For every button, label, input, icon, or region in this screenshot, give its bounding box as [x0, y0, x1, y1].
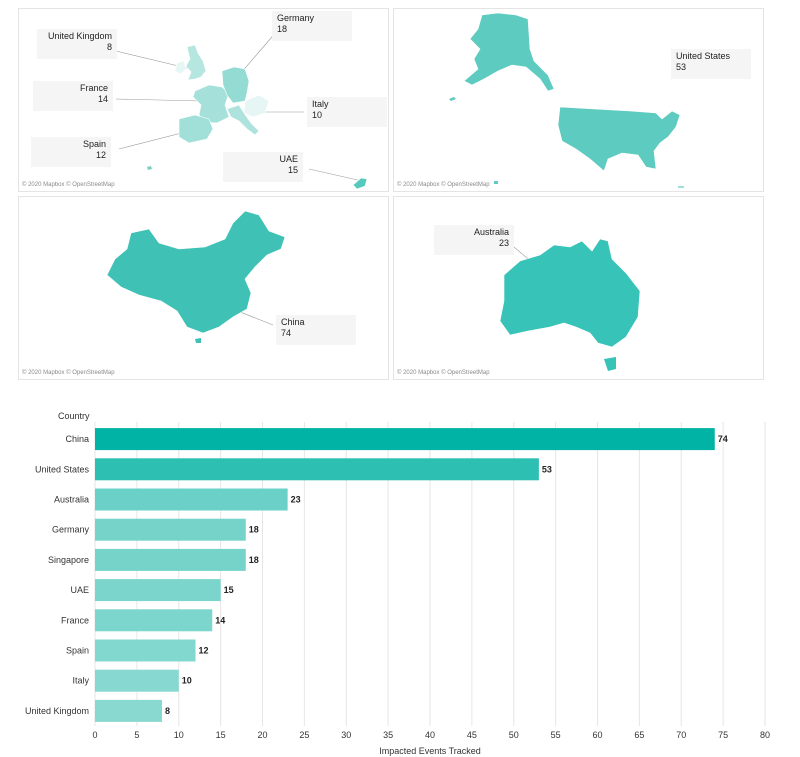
bar[interactable]: [95, 579, 221, 602]
bar[interactable]: [95, 548, 246, 571]
category-label: France: [61, 615, 89, 625]
bar-value-label: 74: [718, 434, 728, 444]
country-shape-uae[interactable]: [352, 177, 368, 190]
country-shape-aleutians: [449, 97, 456, 101]
bar-value-label: 10: [182, 676, 192, 686]
x-axis-title: Impacted Events Tracked: [379, 746, 481, 756]
bar-layer: [95, 428, 715, 722]
y-axis-title: Country: [58, 411, 90, 421]
country-shape-small-islands: [147, 166, 152, 170]
category-label: Spain: [66, 646, 89, 656]
map-credit: © 2020 Mapbox © OpenStreetMap: [397, 370, 490, 376]
x-tick-label: 55: [551, 730, 561, 740]
x-tick-label: 45: [467, 730, 477, 740]
callout-uk: United Kingdom 8: [37, 29, 117, 59]
bar-value-label: 53: [542, 464, 552, 474]
callout-france: France 14: [33, 81, 113, 111]
x-tick-label: 35: [383, 730, 393, 740]
bar-value-label: 8: [165, 706, 170, 716]
category-label: United Kingdom: [25, 706, 89, 716]
country-shape-contiguous-us[interactable]: [557, 106, 681, 172]
bar-value-label: 18: [249, 555, 259, 565]
country-shape-ireland: [174, 60, 187, 75]
us-map: [449, 12, 684, 188]
x-tick-label: 25: [299, 730, 309, 740]
category-label: China: [65, 434, 89, 444]
bar[interactable]: [95, 488, 288, 511]
bar[interactable]: [95, 458, 539, 481]
x-tick-label: 65: [634, 730, 644, 740]
callout-italy: Italy 10: [307, 97, 387, 127]
country-shape-australia[interactable]: [499, 238, 641, 348]
bar-value-label: 23: [291, 495, 301, 505]
europe-map: [115, 30, 368, 190]
map-panel-us[interactable]: United States 53 © 2020 Mapbox © OpenStr…: [393, 8, 764, 192]
callout-spain: Spain 12: [31, 137, 111, 167]
category-label: United States: [35, 464, 90, 474]
x-tick-label: 50: [509, 730, 519, 740]
category-label: Italy: [72, 676, 89, 686]
bar[interactable]: [95, 609, 213, 632]
leader-line-france: [115, 98, 202, 102]
bar[interactable]: [95, 639, 196, 662]
x-tick-label: 10: [174, 730, 184, 740]
map-credit: © 2020 Mapbox © OpenStreetMap: [22, 182, 115, 188]
country-shape-alaska[interactable]: [463, 12, 555, 92]
country-shape-hawaii: [494, 181, 498, 184]
map-panel-australia[interactable]: Australia 23 © 2020 Mapbox © OpenStreetM…: [393, 196, 764, 380]
country-shape-china[interactable]: [106, 210, 286, 334]
country-shape-spain[interactable]: [178, 114, 214, 144]
bar-value-label: 18: [249, 525, 259, 535]
x-tick-label: 0: [92, 730, 97, 740]
callout-united-states: United States 53: [671, 49, 751, 79]
bar-value-label: 15: [224, 585, 234, 595]
callout-uae: UAE 15: [223, 152, 303, 182]
callout-germany: Germany 18: [272, 11, 352, 41]
bar-value-label: 14: [215, 615, 225, 625]
map-panel-china[interactable]: China 74 © 2020 Mapbox © OpenStreetMap: [18, 196, 389, 380]
bar-value-label: 12: [199, 646, 209, 656]
country-shape-hainan: [195, 338, 201, 343]
x-tick-label: 15: [216, 730, 226, 740]
category-label: UAE: [70, 585, 89, 595]
x-tick-label: 70: [676, 730, 686, 740]
bar[interactable]: [95, 699, 162, 722]
x-tick-label: 5: [134, 730, 139, 740]
country-shape-tasmania: [604, 357, 616, 371]
label-layer: 0 5 10 15 20 25 30 35 40 45 50 55 60 65 70 75 80 China 74 U…: [25, 434, 770, 740]
bar[interactable]: [95, 428, 715, 451]
callout-china: China 74: [276, 315, 356, 345]
bar[interactable]: [95, 518, 246, 541]
x-tick-label: 30: [341, 730, 351, 740]
x-tick-label: 80: [760, 730, 770, 740]
x-tick-label: 20: [257, 730, 267, 740]
category-label: Germany: [52, 525, 90, 535]
country-shape-france[interactable]: [192, 84, 230, 124]
bar-chart: 0 5 10 15 20 25 30 35 40 45 50 55 60 65 70 75 80 China 74 U…: [25, 411, 770, 756]
map-credit: © 2020 Mapbox © OpenStreetMap: [397, 182, 490, 188]
australia-map: [499, 238, 641, 371]
map-panel-europe[interactable]: United Kingdom 8 Germany 18 France 14 It…: [18, 8, 389, 192]
x-tick-label: 75: [718, 730, 728, 740]
category-label: Australia: [54, 495, 89, 505]
country-shape-other-europe: [243, 94, 270, 118]
bar[interactable]: [95, 669, 179, 692]
x-tick-label: 40: [425, 730, 435, 740]
country-shape-uk[interactable]: [185, 44, 207, 81]
leader-line-uae: [308, 168, 363, 182]
category-label: Singapore: [48, 555, 89, 565]
country-shape-italy[interactable]: [226, 104, 260, 136]
china-map: [106, 210, 286, 343]
callout-australia: Australia 23: [434, 225, 514, 255]
x-tick-label: 60: [592, 730, 602, 740]
country-shape-germany[interactable]: [221, 66, 250, 104]
map-credit: © 2020 Mapbox © OpenStreetMap: [22, 370, 115, 376]
